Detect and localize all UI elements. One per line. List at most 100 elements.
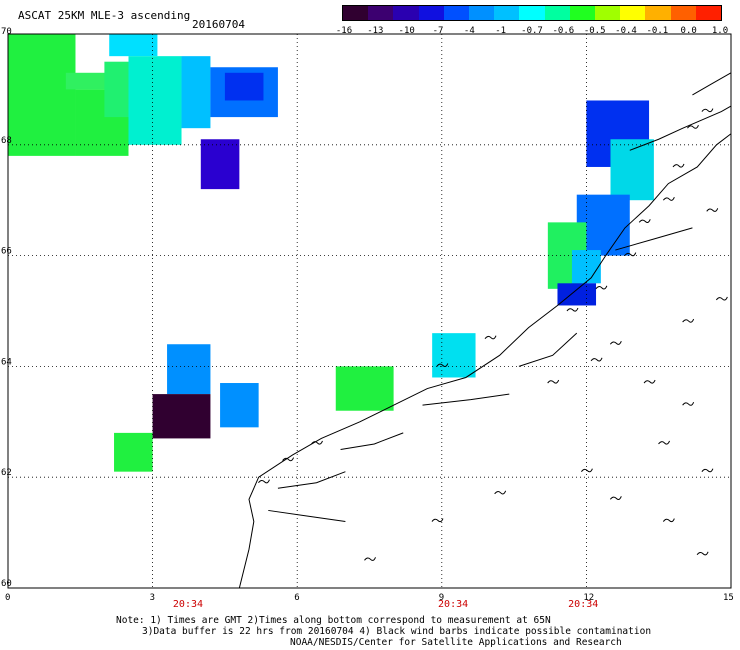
data-cell — [128, 56, 182, 145]
note-line-3: NOAA/NESDIS/Center for Satellite Applica… — [290, 637, 622, 648]
island-outline — [696, 551, 709, 556]
island-outline — [547, 379, 560, 384]
island-outline — [638, 219, 651, 223]
longitude-label: 3 — [150, 593, 155, 603]
colorbar-segment — [695, 6, 722, 20]
island-outline — [662, 197, 675, 201]
island-outline — [624, 252, 637, 257]
data-cell — [181, 56, 211, 129]
latitude-labels: 70 68 66 64 62 60 — [1, 27, 12, 589]
longitude-label: 6 — [294, 593, 299, 603]
latitude-label: 62 — [1, 468, 12, 478]
data-cell — [432, 333, 476, 378]
island-outline — [282, 457, 295, 462]
latitude-label: 68 — [1, 136, 12, 146]
latitude-label: 60 — [1, 579, 12, 589]
colorbar-segment — [343, 6, 369, 20]
data-cells — [8, 34, 654, 472]
data-cell — [109, 34, 158, 57]
longitude-labels: 0 3 6 9 12 15 — [5, 593, 734, 603]
product-date: 20160704 — [192, 18, 245, 31]
island-outline — [484, 335, 497, 340]
latitude-label: 64 — [1, 357, 12, 367]
data-cell — [335, 366, 394, 411]
colorbar-segment — [595, 6, 621, 20]
colorbar-segment — [393, 6, 419, 20]
latitude-label: 66 — [1, 247, 12, 257]
island-outline — [662, 518, 675, 523]
coastline-segment — [629, 105, 732, 151]
island-outline — [311, 440, 323, 445]
island-outline — [682, 318, 695, 323]
island-outline — [715, 296, 728, 301]
island-outline — [590, 357, 603, 362]
product-title: ASCAT 25KM MLE-3 ascending — [18, 9, 191, 22]
colorbar-segment — [469, 6, 495, 20]
colorbar-tick-label: -0.5 — [583, 26, 606, 36]
map-frame — [7, 33, 732, 589]
footnotes: Note: 1) Times are GMT 2)Times along bot… — [0, 615, 740, 648]
pass-time-label: 20:34 — [568, 599, 599, 610]
island-outline — [609, 496, 622, 500]
data-cell — [114, 432, 153, 472]
coastline-segment — [422, 393, 510, 406]
island-outline — [258, 479, 270, 484]
colorbar-segment — [494, 6, 520, 20]
colorbar-segment — [368, 6, 394, 20]
colorbar-segment — [418, 6, 444, 20]
colorbar-tick-label: -0.1 — [646, 26, 669, 36]
longitude-label: 15 — [723, 593, 734, 603]
data-cell — [8, 34, 76, 156]
island-outline — [431, 518, 444, 523]
longitude-label: 9 — [439, 593, 444, 603]
island-outline — [581, 468, 593, 473]
colorbar-segment — [569, 6, 596, 20]
colorbar — [342, 5, 722, 21]
colorbar-segment — [544, 6, 570, 20]
colorbar-tick-label: -16 — [335, 26, 353, 36]
data-cell — [152, 394, 211, 439]
graticule — [8, 34, 731, 588]
coastline — [238, 72, 732, 589]
data-cell — [557, 283, 597, 306]
colorbar-tick-label: -4 — [463, 26, 475, 36]
colorbar-tick-label: -1 — [495, 26, 507, 36]
colorbar-segment — [620, 6, 646, 20]
data-cell — [167, 344, 211, 395]
coastline-segment — [277, 471, 346, 489]
island-outline — [701, 108, 714, 113]
colorbar-tick-label: -0.4 — [615, 26, 637, 36]
island-outline — [682, 401, 695, 406]
colorbar-segment — [645, 6, 671, 20]
colorbar-tick-label: -0.6 — [552, 26, 575, 36]
data-cell — [200, 139, 240, 190]
island-outline — [687, 124, 699, 129]
island-outline — [658, 440, 670, 445]
latitude-label: 70 — [1, 27, 12, 37]
colorbar-tick-label: 1.0 — [711, 26, 729, 36]
colorbar-tick-label: -0.7 — [521, 26, 543, 36]
data-cell — [220, 383, 259, 428]
pass-time-label: 20:34 — [172, 599, 204, 610]
data-cell — [610, 139, 654, 201]
data-cell — [65, 72, 115, 90]
colorbar-segment — [519, 6, 545, 20]
island-outline — [566, 307, 579, 312]
colorbar-segment — [443, 6, 470, 20]
island-outline — [706, 208, 719, 212]
island-outline — [609, 341, 622, 345]
colorbar-segment — [670, 6, 696, 20]
note-line-1: Note: 1) Times are GMT 2)Times along bot… — [116, 615, 551, 626]
coastline-segment — [692, 72, 732, 96]
island-outline — [364, 557, 376, 561]
island-outline — [672, 163, 685, 168]
island-outline — [701, 468, 714, 473]
colorbar-tick-label: -13 — [367, 26, 384, 36]
pass-time-label: 20:34 — [438, 599, 469, 610]
island-outline — [436, 363, 449, 368]
data-cell — [224, 72, 264, 101]
coastline-segment — [615, 227, 693, 251]
island-outline — [595, 285, 608, 290]
coastline-segment — [238, 133, 732, 589]
colorbar-tick-label: -10 — [398, 26, 415, 36]
